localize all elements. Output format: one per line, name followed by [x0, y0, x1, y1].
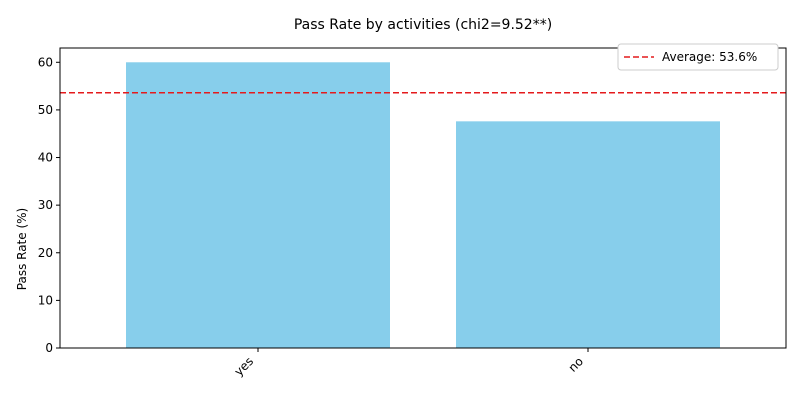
y-tick-label: 20	[38, 246, 53, 260]
y-tick-label: 40	[38, 151, 53, 165]
x-tick-label: no	[566, 354, 586, 374]
bar-yes	[126, 62, 390, 349]
chart-title: Pass Rate by activities (chi2=9.52**)	[294, 17, 552, 33]
legend-entry-average: Average: 53.6%	[662, 50, 757, 64]
y-axis-label: Pass Rate (%)	[15, 208, 29, 290]
y-tick-label: 10	[38, 293, 53, 307]
x-tick-label: yes	[232, 354, 257, 379]
y-tick-label: 0	[45, 341, 53, 355]
bar-no	[456, 121, 720, 348]
y-tick-label: 30	[38, 198, 53, 212]
legend-box	[617, 43, 779, 71]
plot-frame	[59, 47, 787, 349]
y-tick-label: 50	[38, 103, 53, 117]
plot-area: yes no 0 10 20 30 40 50 60	[38, 55, 786, 379]
legend: Average: 53.6%	[617, 43, 779, 71]
y-tick-label: 60	[38, 55, 53, 69]
